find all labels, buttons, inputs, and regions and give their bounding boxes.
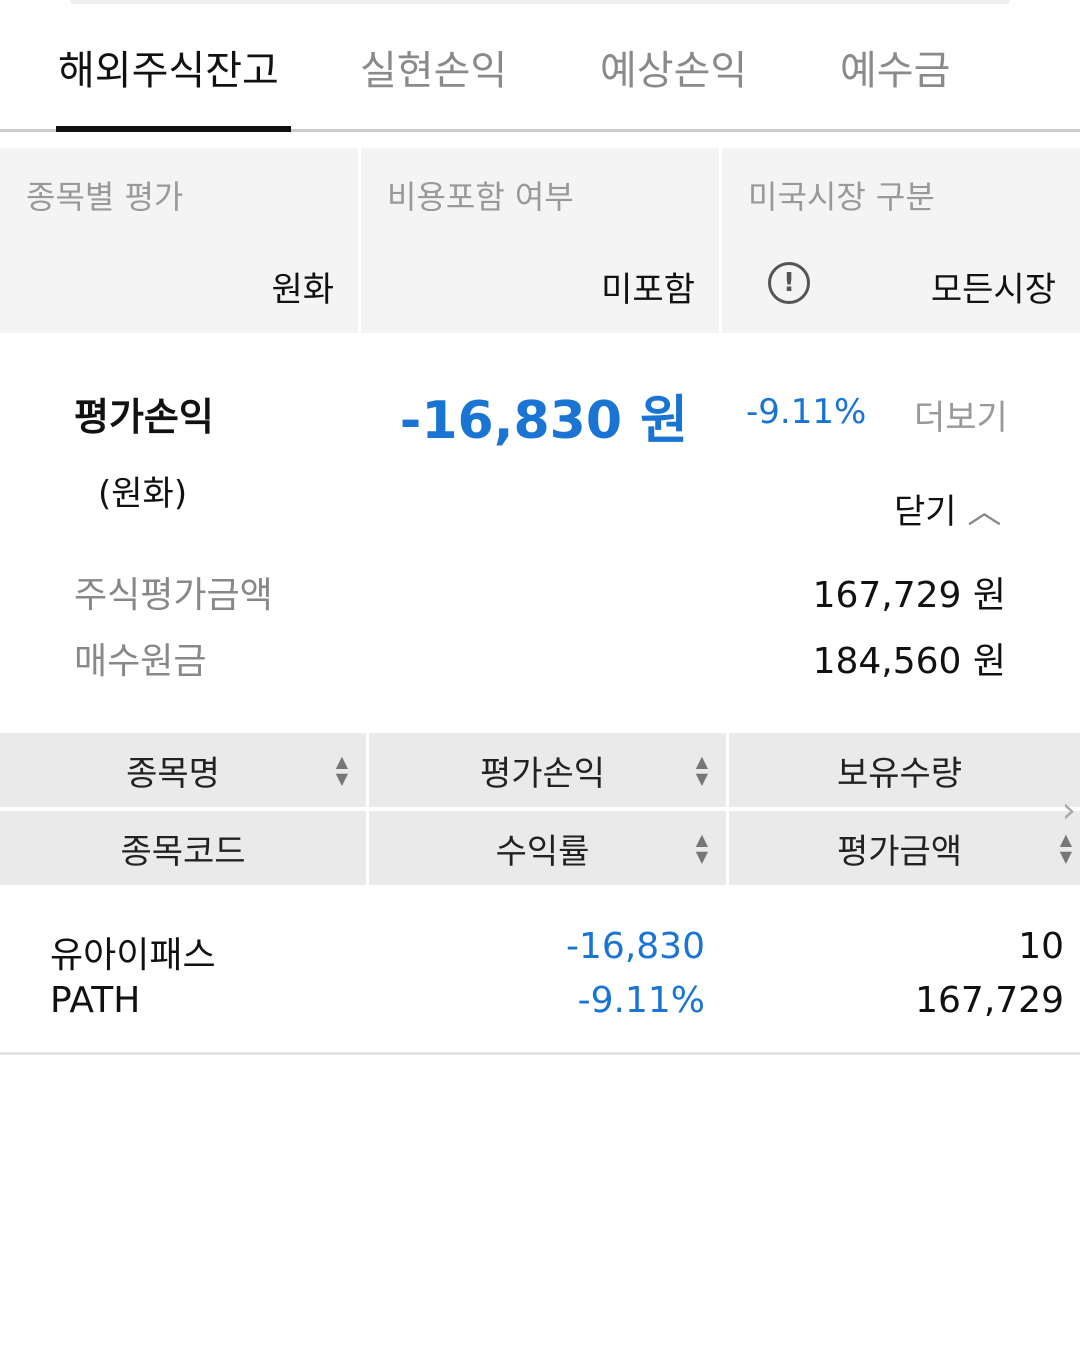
tab-expected-pl[interactable]: 예상손익 — [600, 48, 748, 94]
header-label: 종목명 — [126, 753, 220, 794]
stock-eval-value: 167,729 원 — [812, 575, 1006, 616]
purchase-principal-label: 매수원금 — [74, 641, 207, 682]
sort-icon[interactable]: ▲ ▼ — [335, 752, 348, 788]
filter-label: 종목별 평가 — [26, 178, 184, 216]
header-return-rate[interactable]: 수익률 ▲ ▼ — [369, 811, 726, 885]
filter-evaluation-currency[interactable]: 종목별 평가 원화 — [0, 148, 358, 333]
purchase-principal-value: 184,560 원 — [812, 641, 1006, 682]
sort-icon[interactable]: ▲ ▼ — [695, 830, 708, 866]
stock-name: 유아이패스 — [50, 935, 216, 976]
stock-eval: 167,729 — [915, 980, 1064, 1021]
filter-cost-included[interactable]: 비용포함 여부 미포함 — [361, 148, 719, 333]
header-stock-name[interactable]: 종목명 ▲ ▼ — [0, 733, 366, 807]
header-label: 종목코드 — [120, 831, 246, 872]
pl-percent: -9.11% — [746, 392, 867, 432]
filter-us-market[interactable]: 미국시장 구분 ! 모든시장 — [722, 148, 1080, 333]
close-label: 닫기 — [894, 492, 957, 532]
header-label: 보유수량 — [836, 753, 963, 794]
top-edge — [70, 0, 1010, 4]
header-label: 평가손익 — [479, 753, 606, 794]
stock-rate: -9.11% — [577, 980, 705, 1021]
sort-icon[interactable]: ▲ ▼ — [1059, 830, 1072, 866]
filter-label: 비용포함 여부 — [387, 178, 574, 216]
tab-deposit[interactable]: 예수금 — [840, 48, 951, 94]
stock-pl: -16,830 — [566, 926, 705, 967]
filter-bar: 종목별 평가 원화 비용포함 여부 미포함 미국시장 구분 ! 모든시장 — [0, 148, 1080, 333]
header-pl[interactable]: 평가손익 ▲ ▼ — [369, 733, 726, 807]
header-stock-code: 종목코드 — [0, 811, 366, 885]
tab-bar: 해외주식잔고 실현손익 예상손익 예수금 — [0, 0, 1080, 132]
header-eval-amount[interactable]: 평가금액 ▲ ▼ — [729, 811, 1080, 885]
divider — [0, 1052, 1080, 1055]
chevron-up-icon: ︿ — [967, 492, 1002, 532]
filter-value: 미포함 — [601, 270, 695, 310]
table-header-row2: 종목코드 수익률 ▲ ▼ 평가금액 ▲ ▼ — [0, 811, 1080, 885]
header-label: 평가금액 — [836, 831, 963, 872]
stock-quantity: 10 — [1018, 926, 1064, 967]
pl-currency: (원화) — [98, 474, 188, 514]
tab-overseas-balance[interactable]: 해외주식잔고 — [58, 48, 279, 94]
active-tab-indicator — [56, 126, 291, 132]
header-quantity: 보유수량 — [729, 733, 1080, 807]
sort-icon[interactable]: ▲ ▼ — [695, 752, 708, 788]
filter-value: 모든시장 — [930, 270, 1056, 310]
more-button[interactable]: 더보기 — [914, 398, 1008, 438]
pl-value: -16,830 원 — [399, 391, 688, 451]
info-icon[interactable]: ! — [768, 262, 810, 304]
stock-code: PATH — [50, 980, 141, 1021]
header-label: 수익률 — [495, 831, 590, 872]
table-header-row1: 종목명 ▲ ▼ 평가손익 ▲ ▼ 보유수량 — [0, 733, 1080, 807]
stock-eval-label: 주식평가금액 — [74, 575, 273, 616]
tab-realized-pl[interactable]: 실현손익 — [360, 48, 508, 94]
chevron-right-icon[interactable]: › — [1061, 790, 1076, 831]
pl-label: 평가손익 — [74, 395, 214, 439]
close-button[interactable]: 닫기 ︿ — [894, 484, 1001, 533]
filter-value: 원화 — [271, 270, 334, 310]
filter-label: 미국시장 구분 — [748, 178, 935, 216]
